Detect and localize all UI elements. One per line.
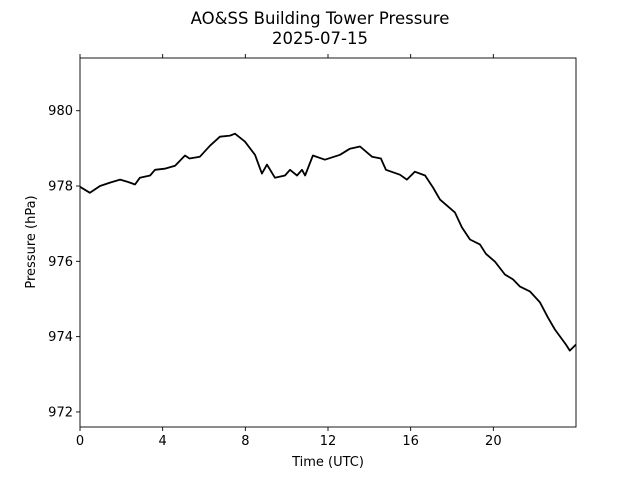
plot-frame <box>79 57 577 428</box>
axis-ticks: 0 4 8 12 16 20 972 974 976 978 980 <box>48 54 502 449</box>
x-tick-label: 0 <box>76 434 84 449</box>
y-axis-label: Pressure (hPa) <box>24 195 39 288</box>
y-tick-label: 978 <box>48 180 73 195</box>
y-tick-label: 974 <box>48 330 73 345</box>
y-tick-label: 976 <box>48 255 73 270</box>
x-tick-label: 20 <box>485 434 502 449</box>
chart-title: AO&SS Building Tower Pressure <box>191 9 450 28</box>
y-tick-label: 972 <box>48 405 73 420</box>
chart-subtitle: 2025-07-15 <box>272 29 368 48</box>
x-tick-label: 8 <box>241 434 249 449</box>
x-tick-label: 4 <box>159 434 167 449</box>
x-tick-label: 16 <box>402 434 419 449</box>
y-tick-label: 980 <box>48 104 73 119</box>
x-axis-label: Time (UTC) <box>291 455 364 470</box>
x-tick-label: 12 <box>320 434 337 449</box>
pressure-line <box>80 132 576 352</box>
